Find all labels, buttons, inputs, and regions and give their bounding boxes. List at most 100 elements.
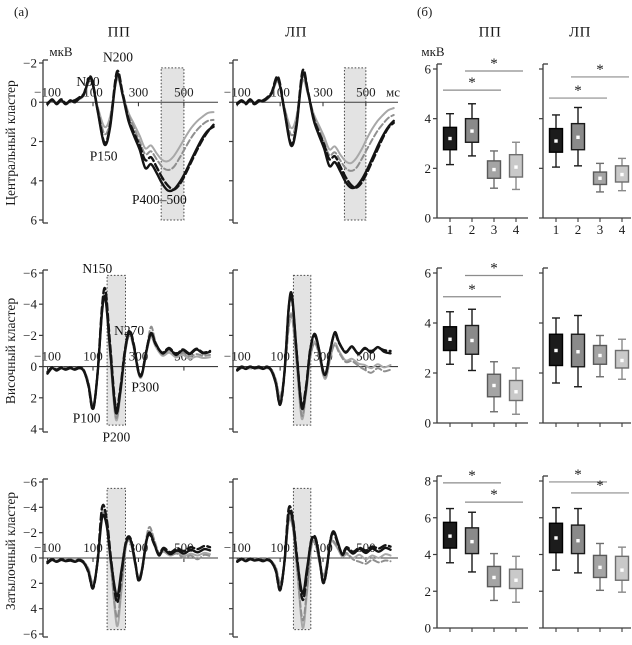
erp-curve-condition-1 bbox=[236, 290, 392, 411]
box-panel-row0-lp: 1 2 3 4 * * bbox=[539, 62, 631, 237]
x-tick-label: −100 bbox=[34, 349, 61, 364]
y-tick-label: 2 bbox=[425, 584, 432, 599]
median-marker bbox=[514, 390, 518, 394]
median-marker bbox=[448, 136, 452, 141]
y-tick-label: 6 bbox=[425, 62, 432, 77]
x-tick-label: 500 bbox=[356, 540, 376, 555]
erp-curve-condition-1 bbox=[236, 509, 392, 595]
x-tick-label: −100 bbox=[224, 84, 251, 99]
median-marker bbox=[620, 358, 624, 363]
y-tick-label: 4 bbox=[425, 547, 432, 562]
box-panel-row2-lp: ** bbox=[539, 467, 631, 632]
median-marker bbox=[598, 176, 602, 180]
box-condition-4 bbox=[614, 555, 630, 581]
erp-column-header-lp: ЛП bbox=[284, 24, 308, 41]
significance-asterisk: * bbox=[574, 467, 582, 483]
erp-curve-condition-1 bbox=[236, 71, 395, 190]
erp-component-label: N200 bbox=[103, 50, 133, 65]
y-tick-label: 0 bbox=[425, 621, 432, 636]
category-label: 3 bbox=[597, 222, 604, 237]
box-panel-row2-pp: 0 2 4 6 8 * * bbox=[425, 468, 528, 636]
median-marker bbox=[448, 534, 452, 538]
y-tick-label: −2 bbox=[23, 56, 37, 71]
median-marker bbox=[492, 167, 496, 172]
median-marker bbox=[576, 350, 580, 354]
y-tick-label: −6 bbox=[23, 627, 37, 642]
erp-curve-condition-1 bbox=[46, 513, 212, 598]
erp-curve-condition-3 bbox=[46, 508, 211, 627]
erp-component-label: N150 bbox=[82, 261, 112, 276]
median-marker bbox=[554, 348, 558, 353]
y-tick-label: −6 bbox=[23, 266, 37, 281]
median-marker bbox=[514, 578, 518, 582]
box-panel-row1-pp: 0 2 4 6 * * bbox=[425, 261, 528, 431]
x-tick-label: −100 bbox=[224, 540, 251, 555]
y-tick-label: 0 bbox=[425, 211, 432, 226]
significance-asterisk: * bbox=[490, 487, 498, 503]
y-tick-label: 2 bbox=[425, 366, 432, 381]
erp-panel-row0-lp: −100 100 300 500 мс bbox=[224, 59, 400, 224]
median-marker bbox=[598, 565, 602, 570]
y-tick-label: 0 bbox=[31, 359, 38, 374]
y-tick-label: −2 bbox=[23, 525, 37, 540]
erp-panel-row2-lp: −100 100 300 500 bbox=[224, 478, 398, 638]
significance-asterisk: * bbox=[574, 83, 582, 99]
x-tick-label: 300 bbox=[313, 84, 333, 99]
erp-component-label: P400–500 bbox=[132, 192, 187, 207]
erp-panel-row1-lp: −100 100 300 500 bbox=[224, 269, 398, 433]
significance-asterisk: * bbox=[596, 478, 604, 494]
panel-b-label: (б) bbox=[417, 4, 433, 19]
erp-column-header-pp: ПП bbox=[107, 24, 131, 41]
median-marker bbox=[620, 172, 624, 177]
erp-component-label: P300 bbox=[131, 379, 159, 394]
y-tick-label: 8 bbox=[425, 474, 432, 489]
median-marker bbox=[470, 129, 474, 133]
x-tick-label: 500 bbox=[174, 84, 194, 99]
x-tick-label: −100 bbox=[224, 349, 251, 364]
y-tick-label: 2 bbox=[31, 390, 38, 405]
median-marker bbox=[576, 135, 580, 139]
category-label: 2 bbox=[575, 222, 582, 237]
analysis-window-shade bbox=[160, 67, 185, 221]
category-label: 1 bbox=[553, 222, 560, 237]
erp-component-label: N90 bbox=[76, 74, 99, 89]
erp-component-label: N270 bbox=[114, 323, 144, 338]
erp-curve-condition-4 bbox=[46, 511, 211, 619]
significance-asterisk: * bbox=[468, 468, 476, 484]
category-label: 3 bbox=[491, 222, 498, 237]
y-tick-label: 0 bbox=[31, 95, 38, 110]
median-marker bbox=[448, 337, 452, 341]
y-tick-label: 4 bbox=[31, 173, 38, 188]
x-tick-label: −100 bbox=[34, 540, 61, 555]
box-uv-unit-label: мкВ bbox=[421, 44, 445, 59]
x-tick-label: 300 bbox=[129, 349, 149, 364]
x-tick-label: −100 bbox=[34, 84, 61, 99]
erp-curve-condition-1 bbox=[46, 72, 215, 193]
y-tick-label: 6 bbox=[425, 510, 432, 525]
y-tick-label: 4 bbox=[425, 111, 432, 126]
significance-asterisk: * bbox=[490, 56, 498, 72]
y-tick-label: −6 bbox=[23, 475, 37, 490]
y-tick-label: 6 bbox=[425, 266, 432, 281]
x-tick-label: 500 bbox=[356, 84, 376, 99]
x-tick-label: 100 bbox=[83, 84, 103, 99]
y-tick-label: 4 bbox=[425, 316, 432, 331]
category-label: 1 bbox=[447, 222, 454, 237]
median-marker bbox=[470, 539, 474, 544]
x-tick-label: 300 bbox=[129, 84, 149, 99]
median-marker bbox=[576, 539, 580, 543]
significance-asterisk: * bbox=[490, 261, 498, 277]
median-marker bbox=[514, 165, 518, 169]
cluster-label-central: Центральный кластер bbox=[3, 80, 18, 206]
median-marker bbox=[492, 383, 496, 388]
erp-curve-condition-1 bbox=[46, 294, 212, 415]
category-label: 4 bbox=[619, 222, 626, 237]
significance-asterisk: * bbox=[468, 282, 476, 298]
y-tick-label: 2 bbox=[425, 161, 432, 176]
erp-panel-row0-pp: −2 0 2 4 6 −100 100 300 500 N90 N200 P150 P400–500 bbox=[23, 50, 218, 228]
y-tick-label: −2 bbox=[23, 328, 37, 343]
